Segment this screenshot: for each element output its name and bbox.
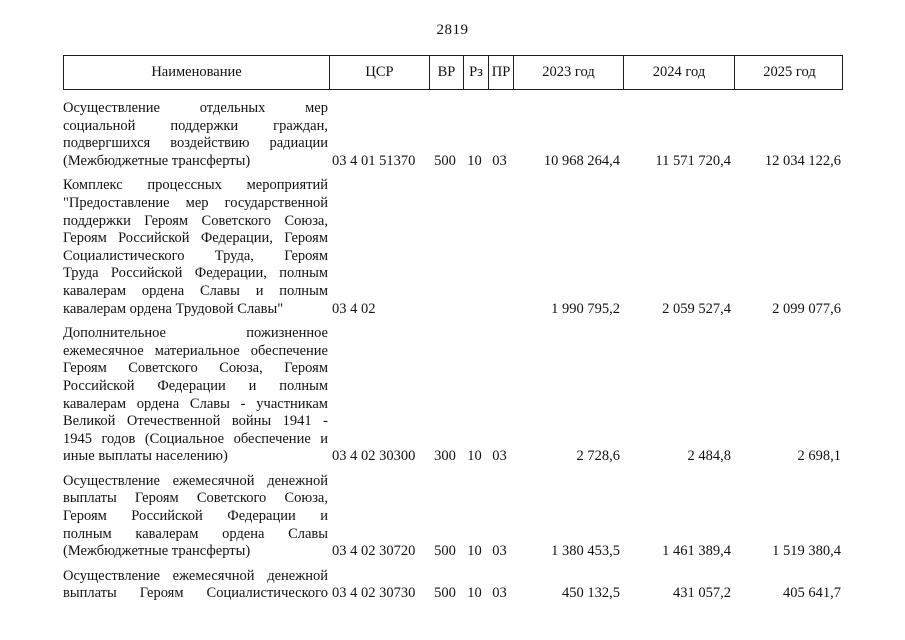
column-header-csr: ЦСР [329,56,429,89]
row-name-line: "Предоставление мер государственной [63,194,328,211]
row-name-line: подвергшихся воздействию радиации [63,135,328,152]
row-name-line: Осуществление ежемесячной денежной [63,567,328,584]
table-row: Осуществление ежемесячной денежной выплат… [63,473,843,561]
column-header-2025: 2025 год [734,56,844,89]
row-pr: 03 [492,543,507,560]
row-2025: 12 034 122,6 [764,152,841,169]
row-pr: 03 [492,448,507,465]
row-2023: 1 990 795,2 [551,300,620,317]
column-header-2023: 2023 год [513,56,623,89]
column-header-rz: Рз [463,56,488,89]
row-2025: 405 641,7 [783,585,841,602]
row-name-line: Героям Российской Федерации и [63,508,328,525]
row-vr: 500 [434,543,456,560]
row-name-line: кавалерам ордена Трудовой Славы" [63,300,284,317]
row-vr: 500 [434,152,456,169]
row-name: Комплекс процессных мероприятий "Предоста… [63,177,328,318]
column-header-pr: ПР [488,56,513,89]
row-vr: 300 [434,448,456,465]
row-name-line: Дополнительное пожизненное [63,325,328,342]
row-name: Осуществление ежемесячной денежной выплат… [63,473,328,561]
row-2025: 2 698,1 [797,448,842,465]
row-name: Осуществление ежемесячной денежной выплат… [63,568,328,603]
row-2023: 10 968 264,4 [543,152,620,169]
column-header-name: Наименование [151,64,242,80]
column-header-2024: 2024 год [623,56,734,89]
row-rz: 10 [467,585,482,602]
row-name-line: Комплекс процессных мероприятий [63,177,328,194]
page-number: 2819 [436,22,469,38]
row-2024: 431 057,2 [673,585,731,602]
row-name-line: Осуществление ежемесячной денежной [63,472,328,489]
row-name-line: Социалистического Труда, Героям [63,247,328,264]
column-header-vr: ВР [429,56,463,89]
row-csr: 03 4 02 30300 [332,448,416,465]
table-header-row: Наименование ЦСР ВР Рз ПР 2023 год 2024 … [63,55,843,90]
row-pr: 03 [492,152,507,169]
row-name-line: Труда Российской Федерации, полным [63,265,328,282]
row-name-line: поддержки Героям Советского Союза, [63,212,328,229]
row-name-line: социальной поддержки граждан, [63,117,328,134]
row-name-line: иные выплаты населению) [63,448,228,465]
row-name-line: выплаты Героям Советского Союза, [63,490,328,507]
row-2023: 450 132,5 [562,585,620,602]
table-row: Комплекс процессных мероприятий "Предоста… [63,177,843,318]
row-rz: 10 [467,448,482,465]
row-name-line: полным кавалерам ордена Славы [63,525,328,542]
row-name: Дополнительное пожизненное ежемесячное ма… [63,325,328,466]
row-name-line: кавалерам ордена Славы - участникам [63,395,328,412]
row-name-line: Осуществление отдельных мер [63,100,328,116]
row-2025: 1 519 380,4 [772,543,841,560]
row-name-line: Героям Российской Федерации, Героям [63,230,328,247]
table-row: Дополнительное пожизненное ежемесячное ма… [63,325,843,466]
row-2023: 2 728,6 [576,448,621,465]
row-name: Осуществление отдельных мер социальной по… [63,100,328,170]
row-rz: 10 [467,543,482,560]
row-name-line: Великой Отечественной войны 1941 - [63,413,328,430]
table-row: Осуществление ежемесячной денежной выплат… [63,568,843,603]
row-csr: 03 4 01 51370 [332,152,416,169]
row-name-line: (Межбюджетные трансферты) [63,543,251,560]
row-2025: 2 099 077,6 [772,300,841,317]
row-2024: 1 461 389,4 [662,543,731,560]
table-row: Осуществление отдельных мер социальной по… [63,100,843,170]
row-vr: 500 [434,585,456,602]
row-name-line: выплаты Героям Социалистического [63,585,328,602]
row-csr: 03 4 02 30730 [332,585,416,602]
row-rz: 10 [467,152,482,169]
row-name-line: Героям Советского Союза, Героям [63,360,328,377]
row-name-line: ежемесячное материальное обеспечение [63,342,328,359]
row-csr: 03 4 02 30720 [332,543,416,560]
row-2024: 11 571 720,4 [655,152,731,169]
row-2024: 2 484,8 [687,448,732,465]
table-body: Осуществление отдельных мер социальной по… [63,90,843,603]
row-name-line: (Межбюджетные трансферты) [63,152,251,169]
row-csr: 03 4 02 [332,300,376,317]
row-2023: 1 380 453,5 [551,543,620,560]
row-pr: 03 [492,585,507,602]
row-2024: 2 059 527,4 [662,300,731,317]
row-name-line: 1945 годов (Социальное обеспечение и [63,430,328,447]
row-name-line: кавалерам ордена Славы и полным [63,282,328,299]
row-name-line: Российской Федерации и полным [63,377,328,394]
